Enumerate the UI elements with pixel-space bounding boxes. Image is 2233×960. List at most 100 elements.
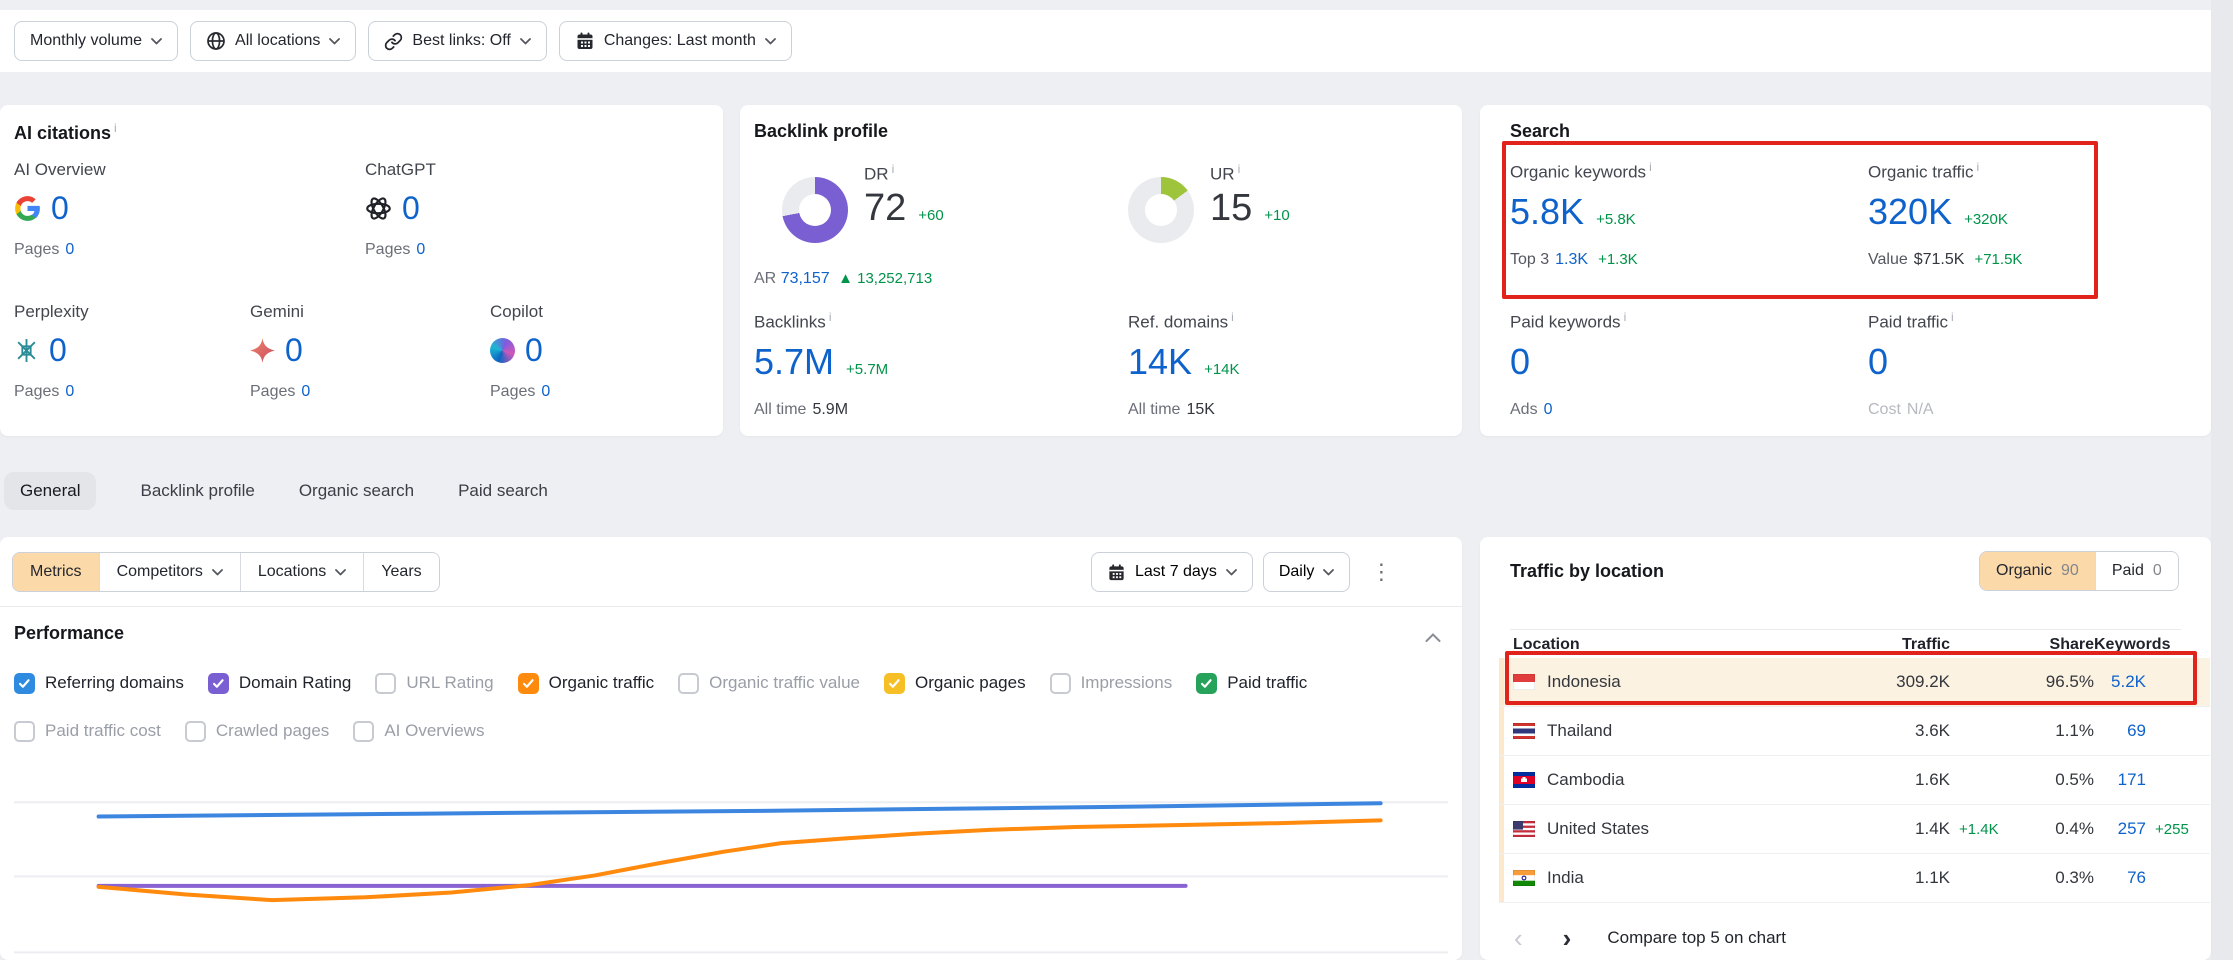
- scrollbar-track[interactable]: [2211, 0, 2233, 960]
- up-triangle-icon: ▲: [838, 270, 853, 287]
- chatgpt-count[interactable]: 0: [402, 190, 420, 226]
- dr-metric: DR i 72 +60: [864, 162, 944, 229]
- table-row-thailand[interactable]: Thailand 3.6K 1.1% 69: [1499, 707, 2210, 756]
- compare-top5-button[interactable]: Compare top 5 on chart: [1607, 927, 1786, 947]
- tab-organic-search[interactable]: Organic search: [298, 481, 415, 500]
- info-icon[interactable]: i: [1976, 160, 1980, 174]
- keywords-link[interactable]: 257: [2117, 819, 2146, 838]
- legend-checkbox-domain-rating[interactable]: Domain Rating: [207, 672, 351, 694]
- segment-locations[interactable]: Locations: [239, 553, 364, 591]
- keywords-link[interactable]: 76: [2127, 868, 2146, 887]
- segment-metrics[interactable]: Metrics: [13, 553, 99, 591]
- keywords-link[interactable]: 5.2K: [2111, 672, 2146, 691]
- organic-keywords-value[interactable]: 5.8K: [1510, 190, 1585, 232]
- tab-backlink-profile[interactable]: Backlink profile: [140, 481, 255, 500]
- us-flag: [1513, 821, 1547, 837]
- checkbox-icon[interactable]: [678, 672, 700, 694]
- legend-checkbox-url-rating[interactable]: URL Rating: [375, 672, 494, 694]
- checkbox-icon[interactable]: [184, 720, 206, 742]
- table-row-united-states[interactable]: United States 1.4K +1.4K 0.4% 257 +255: [1499, 805, 2210, 854]
- monthly-volume-dropdown[interactable]: Monthly volume: [14, 21, 179, 61]
- checkbox-icon[interactable]: [14, 720, 35, 742]
- ref-domains-value[interactable]: 14K: [1128, 340, 1193, 382]
- legend-checkbox-referring-domains[interactable]: Referring domains: [14, 672, 184, 694]
- metric-legend-row-2: Paid traffic cost Crawled pages AI Overv…: [14, 718, 484, 744]
- paid-traffic-value[interactable]: 0: [1868, 340, 1889, 382]
- ar-value-link[interactable]: 73,157: [780, 270, 830, 287]
- info-icon[interactable]: i: [1951, 310, 1954, 324]
- ur-value: 15: [1210, 186, 1253, 229]
- info-icon[interactable]: i: [1237, 162, 1241, 176]
- info-icon[interactable]: i: [114, 121, 117, 135]
- checkbox-icon[interactable]: [375, 672, 397, 694]
- tab-general[interactable]: General: [4, 472, 97, 510]
- date-range-dropdown[interactable]: Last 7 days: [1091, 552, 1253, 592]
- table-row-india[interactable]: India 1.1K 0.3% 76: [1499, 854, 2210, 903]
- ai-overview-count[interactable]: 0: [51, 190, 69, 226]
- toggle-paid[interactable]: Paid 0: [2094, 552, 2178, 590]
- perplexity-count[interactable]: 0: [49, 332, 67, 368]
- ai-item-gemini: Gemini 0 Pages 0: [250, 302, 311, 400]
- info-icon[interactable]: i: [1623, 310, 1627, 324]
- table-row-cambodia[interactable]: Cambodia 1.6K 0.5% 171: [1499, 756, 2210, 805]
- legend-checkbox-organic-pages[interactable]: Organic pages: [884, 672, 1026, 694]
- backlinks-value[interactable]: 5.7M: [754, 340, 835, 382]
- legend-checkbox-paid-traffic-cost[interactable]: Paid traffic cost: [14, 720, 161, 742]
- legend-checkbox-ai-overviews[interactable]: AI Overviews: [353, 720, 484, 742]
- legend-checkbox-paid-traffic[interactable]: Paid traffic: [1196, 672, 1307, 694]
- dr-donut-chart: [782, 177, 848, 243]
- table-row-indonesia[interactable]: Indonesia 309.2K 96.5% 5.2K: [1499, 658, 2210, 707]
- chevron-right-icon[interactable]: ›: [1562, 922, 1572, 953]
- ai-item-perplexity: Perplexity 0 Pages 0: [14, 302, 89, 400]
- legend-checkbox-organic-traffic[interactable]: Organic traffic: [517, 672, 654, 694]
- chevron-left-icon[interactable]: ‹: [1514, 922, 1523, 953]
- legend-checkbox-organic-traffic-value[interactable]: Organic traffic value: [678, 672, 860, 694]
- pages-count-link[interactable]: 0: [541, 383, 551, 400]
- collapse-chevron-icon[interactable]: [1425, 629, 1441, 647]
- segment-competitors[interactable]: Competitors: [98, 553, 240, 591]
- info-icon[interactable]: i: [1231, 310, 1234, 324]
- info-icon[interactable]: i: [891, 162, 895, 176]
- best-links-dropdown[interactable]: Best links: Off: [368, 21, 547, 61]
- india-flag: [1513, 870, 1547, 886]
- ar-metric: AR 73,157 ▲ 13,252,713: [754, 270, 933, 287]
- traffic-by-location-panel: Traffic by location Organic 90 Paid 0 Loca…: [1480, 537, 2211, 960]
- kebab-menu-icon[interactable]: ⋮: [1370, 559, 1393, 584]
- checkbox-icon[interactable]: [1196, 672, 1218, 694]
- tab-paid-search[interactable]: Paid search: [458, 481, 548, 500]
- checkbox-icon[interactable]: [353, 720, 375, 742]
- pages-count-link[interactable]: 0: [301, 383, 311, 400]
- gemini-count[interactable]: 0: [285, 332, 303, 368]
- pages-count-link[interactable]: 0: [416, 241, 426, 258]
- copilot-count[interactable]: 0: [525, 332, 543, 368]
- backlinks-metric: Backlinks i 5.7M +5.7M All time 5.9M: [754, 310, 889, 418]
- chevron-down-icon: [329, 37, 341, 44]
- section-tabs: General Backlink profile Organic search …: [4, 470, 548, 512]
- performance-section-title: Performance: [14, 623, 125, 643]
- top3-link[interactable]: 1.3K: [1555, 250, 1589, 268]
- legend-checkbox-impressions[interactable]: Impressions: [1049, 672, 1172, 694]
- checkbox-icon[interactable]: [207, 672, 229, 694]
- divider: [0, 606, 1462, 607]
- checkbox-icon[interactable]: [14, 672, 35, 694]
- changes-dropdown[interactable]: Changes: Last month: [558, 21, 792, 61]
- granularity-dropdown[interactable]: Daily: [1262, 552, 1351, 592]
- toggle-organic[interactable]: Organic 90: [1980, 552, 2095, 590]
- checkbox-icon[interactable]: [517, 672, 539, 694]
- ai-item-ai-overview: AI Overview 0 Pages 0: [14, 160, 106, 258]
- pages-count-link[interactable]: 0: [65, 383, 75, 400]
- paid-keywords-value[interactable]: 0: [1510, 340, 1531, 382]
- keywords-link[interactable]: 171: [2117, 770, 2146, 789]
- pages-count-link[interactable]: 0: [65, 241, 75, 258]
- ads-link[interactable]: 0: [1543, 400, 1553, 418]
- segment-years[interactable]: Years: [363, 553, 439, 591]
- organic-traffic-value[interactable]: 320K: [1868, 190, 1953, 232]
- info-icon[interactable]: i: [1649, 160, 1652, 174]
- checkbox-icon[interactable]: [884, 672, 905, 694]
- legend-checkbox-crawled-pages[interactable]: Crawled pages: [184, 720, 329, 742]
- keywords-link[interactable]: 69: [2127, 721, 2146, 740]
- paid-keywords-metric: Paid keywords i 0 Ads 0: [1510, 310, 1627, 418]
- info-icon[interactable]: i: [828, 310, 832, 324]
- checkbox-icon[interactable]: [1049, 672, 1071, 694]
- locations-dropdown[interactable]: All locations: [190, 21, 357, 61]
